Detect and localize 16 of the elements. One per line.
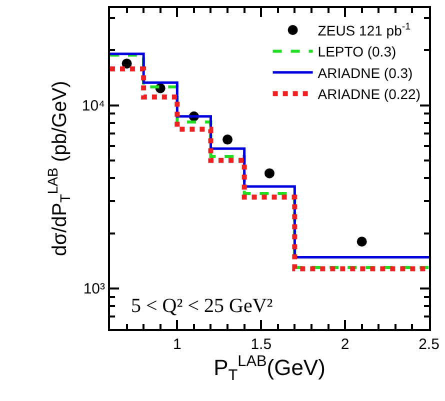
x-tick-label: 1.5 (250, 336, 272, 353)
legend-label: ARIADNE (0.3) (318, 64, 413, 81)
point (264, 168, 274, 178)
legend-label: ZEUS 121 pb$^{-1}$ (318, 22, 411, 38)
x-tick-label: 2.5 (418, 336, 440, 353)
legend-label: ARIADNE (0.22) (318, 86, 421, 102)
x-axis-title: P$_{T}$$^{LAB}$(GeV) (214, 353, 326, 384)
x-tick-label: 1 (172, 336, 182, 353)
x-tick-label: 2 (340, 336, 350, 353)
annotation: 5 < Q² < 25 GeV² (131, 295, 273, 317)
legend-label: LEPTO (0.3) (318, 44, 396, 60)
point (356, 236, 367, 247)
y-tick-label: 10⁴ (82, 98, 105, 115)
point (122, 58, 132, 69)
point (222, 134, 233, 145)
y-tick-label: 10³ (83, 280, 105, 298)
